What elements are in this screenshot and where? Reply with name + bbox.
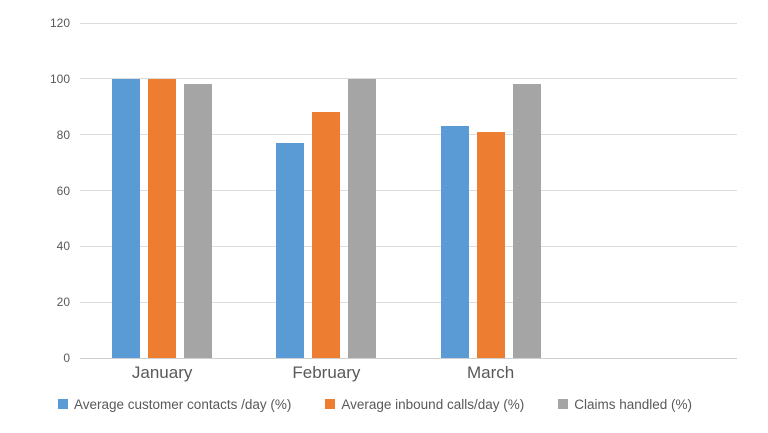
legend-item-0: Average customer contacts /day (%) [58, 397, 291, 412]
y-tick-label: 100 [49, 71, 70, 86]
y-tick-label: 60 [56, 183, 70, 198]
gridline [80, 134, 737, 136]
gridline [80, 301, 737, 303]
legend-swatch [558, 399, 569, 409]
legend-item-1: Average inbound calls/day (%) [325, 397, 524, 412]
y-tick-label: 0 [63, 351, 70, 365]
y-tick-label: 20 [56, 295, 70, 310]
x-axis: January February March [0, 363, 768, 389]
bar-january-series-1 [148, 78, 177, 358]
y-tick-label: 40 [56, 239, 70, 254]
x-axis-label-march: March [467, 363, 515, 382]
y-tick-label: 120 [49, 16, 70, 30]
bar-february-series-2 [348, 78, 377, 358]
legend-label: Average inbound calls/day (%) [341, 396, 525, 412]
bar-march-series-1 [476, 131, 505, 358]
bar-january-series-0 [112, 78, 141, 358]
x-axis-label-january: January [131, 363, 193, 382]
gridline [80, 190, 737, 191]
bar-march-series-0 [440, 126, 469, 358]
x-axis-label-february: February [292, 363, 361, 382]
gridline [80, 245, 737, 247]
gridline [80, 78, 737, 80]
bar-february-series-1 [312, 112, 341, 358]
y-tick-label: 80 [56, 127, 70, 142]
y-axis: 0 20 40 60 80 100 120 [0, 0, 70, 433]
legend-swatch [58, 399, 68, 409]
plot-area [80, 22, 737, 359]
legend-label: Claims handled (%) [574, 396, 693, 412]
bar-march-series-2 [512, 84, 541, 358]
gridline [80, 22, 737, 24]
legend-item-2: Claims handled (%) [558, 397, 692, 412]
legend-swatch [325, 399, 336, 409]
bar-february-series-0 [276, 143, 305, 358]
x-axis-line [80, 357, 737, 359]
legend: Average customer contacts /day (%) Averag… [58, 392, 758, 416]
bar-january-series-2 [184, 84, 213, 358]
legend-label: Average customer contacts /day (%) [74, 396, 292, 412]
